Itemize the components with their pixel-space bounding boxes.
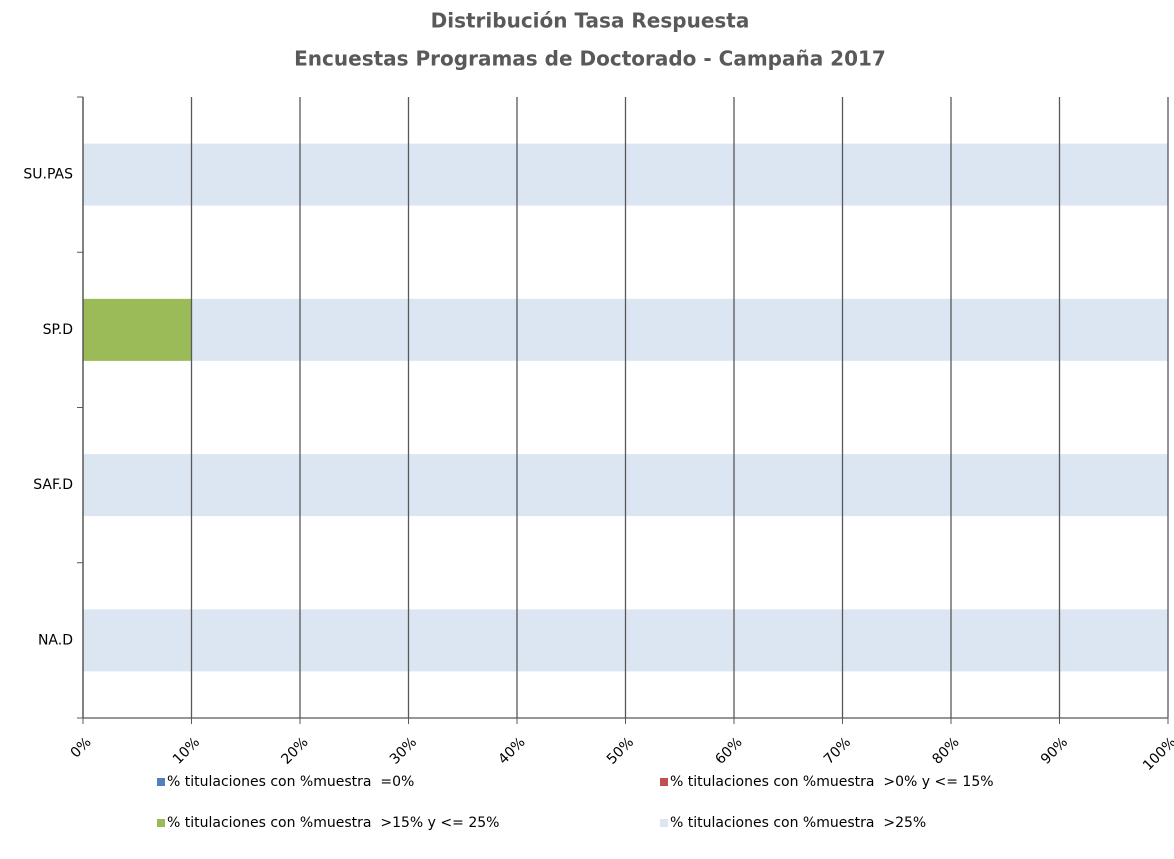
x-tick-label: 30% <box>387 734 420 767</box>
chart-subtitle: Encuestas Programas de Doctorado - Campa… <box>294 47 886 71</box>
y-tick-label: SU.PAS <box>23 167 73 183</box>
y-tick-label: SP.D <box>43 322 73 338</box>
x-tick-label: 50% <box>604 734 637 767</box>
legend-label: % titulaciones con %muestra =0% <box>167 774 414 790</box>
legend-swatch <box>660 778 668 786</box>
x-tick-label: 100% <box>1140 734 1174 774</box>
bar-segment <box>83 298 192 361</box>
y-tick-label: SAF.D <box>33 477 73 493</box>
x-tick-label: 40% <box>495 734 528 767</box>
chart-title: Distribución Tasa Respuesta <box>431 9 750 33</box>
legend-label: % titulaciones con %muestra >15% y <= 25… <box>167 815 499 831</box>
legend-label: % titulaciones con %muestra >0% y <= 15% <box>670 774 994 790</box>
x-tick-label: 90% <box>1038 734 1071 767</box>
x-tick-label: 0% <box>68 734 95 761</box>
x-tick-label: 70% <box>821 734 854 767</box>
legend-swatch <box>157 819 165 827</box>
x-tick-label: 60% <box>712 734 745 767</box>
y-tick-label: NA.D <box>38 632 73 648</box>
x-tick-label: 10% <box>170 734 203 767</box>
legend-swatch <box>157 778 165 786</box>
x-tick-label: 80% <box>929 734 962 767</box>
x-tick-label: 20% <box>278 734 311 767</box>
bar-segment <box>191 298 1168 361</box>
legend-label: % titulaciones con %muestra >25% <box>670 815 926 831</box>
legend-swatch <box>660 819 668 827</box>
